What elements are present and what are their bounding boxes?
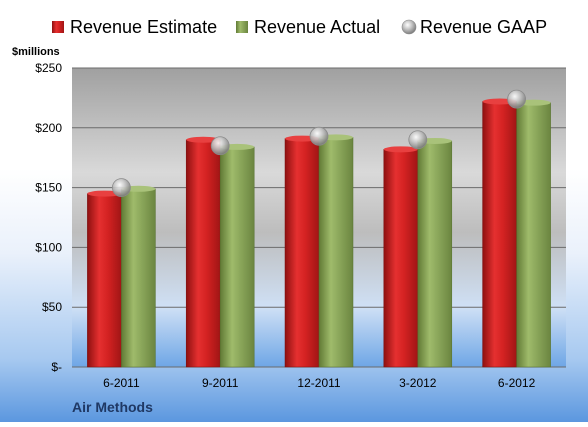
legend-swatch [236, 21, 248, 33]
x-axis-ticks: 6-2011 9-2011 12-2011 3-2012 6-2012 [103, 376, 535, 390]
y-tick-label: $50 [42, 300, 62, 314]
y-axis-ticks: $- $50 $100 $150 $200 $250 [35, 61, 62, 374]
x-tick-label: 9-2011 [202, 376, 239, 390]
y-tick-label: $150 [35, 181, 62, 195]
x-tick-label: 12-2011 [297, 376, 340, 390]
bar-cap-revenue-estimate [186, 136, 221, 143]
bar-revenue-estimate [185, 139, 221, 368]
bar-revenue-actual [219, 146, 255, 368]
bar-revenue-actual [121, 188, 156, 368]
bar-cap-revenue-estimate [87, 190, 122, 197]
marker-revenue-gaap [210, 136, 230, 156]
y-tick-label: $- [51, 360, 62, 374]
bar-revenue-estimate [383, 149, 419, 368]
marker-revenue-gaap [408, 130, 428, 150]
y-tick-label: $100 [35, 240, 62, 254]
company-name: Air Methods [72, 399, 153, 415]
bars [87, 98, 551, 368]
bar-revenue-actual [318, 137, 354, 368]
bar-cap-revenue-estimate [383, 146, 418, 153]
y-axis-label: $millions [12, 46, 60, 58]
marker-revenue-gaap [507, 89, 526, 109]
x-tick-label: 6-2011 [103, 376, 140, 390]
legend-swatch [52, 21, 64, 33]
x-tick-label: 3-2012 [399, 376, 437, 390]
bar-revenue-estimate [482, 101, 517, 368]
y-tick-label: $250 [35, 61, 62, 75]
bar-revenue-estimate [284, 138, 320, 368]
legend-marker [401, 19, 417, 35]
legend-label: Revenue Estimate [70, 17, 217, 37]
legend-label: Revenue GAAP [420, 17, 547, 37]
gaap-markers [112, 89, 526, 198]
x-tick-label: 6-2012 [498, 376, 536, 390]
bar-revenue-estimate [87, 193, 122, 368]
marker-revenue-gaap [309, 126, 329, 146]
chart-legend: Revenue Estimate Revenue Actual Revenue GA… [52, 17, 547, 37]
legend-label: Revenue Actual [254, 17, 380, 37]
y-tick-label: $200 [35, 121, 62, 135]
marker-revenue-gaap [112, 178, 131, 198]
bar-revenue-actual [516, 102, 551, 368]
bar-revenue-actual [417, 140, 453, 368]
